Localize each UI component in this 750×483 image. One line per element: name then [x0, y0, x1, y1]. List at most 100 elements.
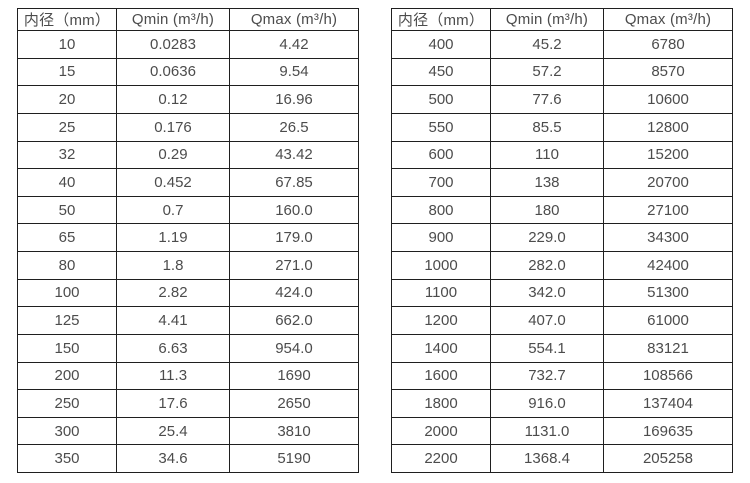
- cell: 342.0: [490, 278, 604, 308]
- cell: 180: [490, 195, 604, 225]
- table-row: 250 17.6 2650: [17, 389, 359, 418]
- cell: 1100: [391, 278, 491, 308]
- table-row: 200 11.3 1690: [17, 361, 359, 391]
- table-row: 500 77.6 10600: [391, 85, 733, 114]
- cell: 15200: [603, 140, 733, 170]
- cell: 600: [391, 140, 491, 170]
- table-row: 1100 342.0 51300: [391, 278, 733, 308]
- cell: 407.0: [490, 306, 604, 335]
- cell: 271.0: [229, 251, 359, 280]
- cell: 0.12: [116, 85, 230, 114]
- cell: 108566: [603, 361, 733, 391]
- cell: 25.4: [116, 416, 230, 446]
- cell: 15: [17, 57, 117, 87]
- cell: 3810: [229, 416, 359, 446]
- cell: 20700: [603, 168, 733, 197]
- cell: 34.6: [116, 444, 230, 473]
- cell: 27100: [603, 195, 733, 225]
- cell: 169635: [603, 416, 733, 446]
- cell: 2200: [391, 444, 491, 473]
- cell: 0.29: [116, 140, 230, 170]
- cell: 43.42: [229, 140, 359, 170]
- table-row: 150 6.63 954.0: [17, 333, 359, 363]
- cell: 1368.4: [490, 444, 604, 473]
- column-header: 内径（mm）: [391, 8, 491, 31]
- cell: 2650: [229, 389, 359, 418]
- cell: 250: [17, 389, 117, 418]
- header-row: 内径（mm） Qmin (m³/h) Qmax (m³/h): [17, 8, 359, 31]
- cell: 1800: [391, 389, 491, 418]
- cell: 0.0636: [116, 57, 230, 87]
- cell: 2000: [391, 416, 491, 446]
- cell: 138: [490, 168, 604, 197]
- cell: 0.7: [116, 195, 230, 225]
- cell: 67.85: [229, 168, 359, 197]
- table-row: 700 138 20700: [391, 168, 733, 197]
- table-row: 25 0.176 26.5: [17, 112, 359, 142]
- cell: 8570: [603, 57, 733, 87]
- cell: 2.82: [116, 278, 230, 308]
- cell: 6.63: [116, 333, 230, 363]
- cell: 5190: [229, 444, 359, 473]
- cell: 50: [17, 195, 117, 225]
- cell: 25: [17, 112, 117, 142]
- table-row: 2000 1131.0 169635: [391, 416, 733, 446]
- cell: 137404: [603, 389, 733, 418]
- column-header: Qmax (m³/h): [603, 8, 733, 31]
- cell: 900: [391, 223, 491, 252]
- cell: 4.42: [229, 30, 359, 59]
- cell: 500: [391, 85, 491, 114]
- cell: 40: [17, 168, 117, 197]
- cell: 229.0: [490, 223, 604, 252]
- cell: 110: [490, 140, 604, 170]
- table-row: 15 0.0636 9.54: [17, 57, 359, 87]
- cell: 1400: [391, 333, 491, 363]
- cell: 800: [391, 195, 491, 225]
- cell: 32: [17, 140, 117, 170]
- cell: 100: [17, 278, 117, 308]
- cell: 300: [17, 416, 117, 446]
- flow-table-large-diameters: 内径（mm） Qmin (m³/h) Qmax (m³/h) 400 45.2 6780 4…: [391, 8, 733, 473]
- table-row: 550 85.5 12800: [391, 112, 733, 142]
- cell: 57.2: [490, 57, 604, 87]
- cell: 0.0283: [116, 30, 230, 59]
- table-row: 10 0.0283 4.42: [17, 30, 359, 59]
- cell: 51300: [603, 278, 733, 308]
- table-row: 1200 407.0 61000: [391, 306, 733, 335]
- cell: 916.0: [490, 389, 604, 418]
- cell: 77.6: [490, 85, 604, 114]
- cell: 1131.0: [490, 416, 604, 446]
- cell: 1690: [229, 361, 359, 391]
- cell: 45.2: [490, 30, 604, 59]
- cell: 11.3: [116, 361, 230, 391]
- cell: 83121: [603, 333, 733, 363]
- table-row: 20 0.12 16.96: [17, 85, 359, 114]
- cell: 550: [391, 112, 491, 142]
- table-row: 450 57.2 8570: [391, 57, 733, 87]
- cell: 34300: [603, 223, 733, 252]
- cell: 554.1: [490, 333, 604, 363]
- cell: 16.96: [229, 85, 359, 114]
- cell: 85.5: [490, 112, 604, 142]
- cell: 17.6: [116, 389, 230, 418]
- cell: 12800: [603, 112, 733, 142]
- cell: 282.0: [490, 251, 604, 280]
- table-row: 32 0.29 43.42: [17, 140, 359, 170]
- table-row: 80 1.8 271.0: [17, 251, 359, 280]
- cell: 160.0: [229, 195, 359, 225]
- cell: 61000: [603, 306, 733, 335]
- table-row: 350 34.6 5190: [17, 444, 359, 473]
- column-header: Qmin (m³/h): [116, 8, 230, 31]
- cell: 125: [17, 306, 117, 335]
- cell: 20: [17, 85, 117, 114]
- table-row: 900 229.0 34300: [391, 223, 733, 252]
- column-header: 内径（mm）: [17, 8, 117, 31]
- table-row: 1800 916.0 137404: [391, 389, 733, 418]
- table-row: 1600 732.7 108566: [391, 361, 733, 391]
- cell: 0.176: [116, 112, 230, 142]
- cell: 700: [391, 168, 491, 197]
- table-row: 600 110 15200: [391, 140, 733, 170]
- cell: 200: [17, 361, 117, 391]
- cell: 450: [391, 57, 491, 87]
- table-row: 50 0.7 160.0: [17, 195, 359, 225]
